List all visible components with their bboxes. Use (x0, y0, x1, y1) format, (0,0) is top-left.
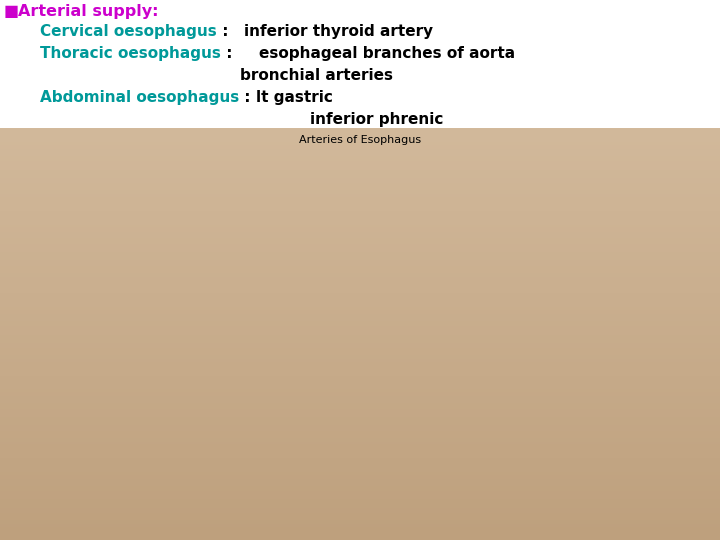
Text: lt gastric: lt gastric (256, 90, 333, 105)
Text: Cervical oesophagus: Cervical oesophagus (40, 24, 217, 39)
Text: Arteries of Esophagus: Arteries of Esophagus (299, 135, 421, 145)
Text: ■: ■ (4, 4, 19, 19)
Text: Arterial supply:: Arterial supply: (18, 4, 158, 19)
Text: :: : (221, 46, 258, 61)
Text: :: : (217, 24, 244, 39)
Bar (0, 0, 720, 128)
Text: Abdominal oesophagus: Abdominal oesophagus (40, 90, 239, 105)
Text: esophageal branches of aorta: esophageal branches of aorta (258, 46, 515, 61)
Text: :: : (239, 90, 256, 105)
Text: inferior thyroid artery: inferior thyroid artery (244, 24, 433, 39)
Text: bronchial arteries: bronchial arteries (240, 68, 393, 83)
Text: Thoracic oesophagus: Thoracic oesophagus (40, 46, 221, 61)
Text: inferior phrenic: inferior phrenic (310, 112, 444, 127)
